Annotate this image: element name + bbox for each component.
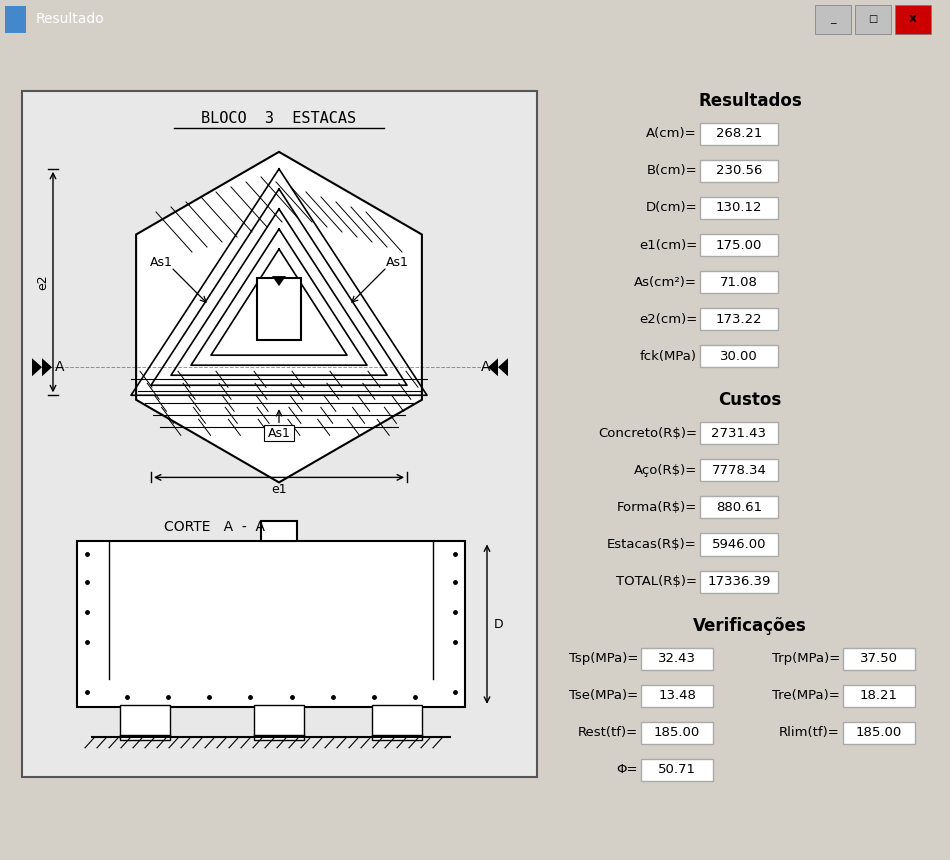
Bar (264, 426, 294, 441)
Bar (641, 759, 713, 781)
Text: Tse(MPa)=: Tse(MPa)= (569, 689, 638, 703)
Polygon shape (32, 359, 42, 376)
Bar (641, 685, 713, 707)
Bar (257, 278, 301, 341)
Bar (372, 704, 422, 740)
Text: 130.12: 130.12 (715, 201, 762, 214)
Bar (261, 521, 297, 542)
Bar (5, 6, 26, 33)
Polygon shape (488, 359, 498, 376)
Text: Rest(tf)=: Rest(tf)= (578, 727, 638, 740)
Text: 880.61: 880.61 (716, 501, 762, 514)
Text: 7778.34: 7778.34 (712, 464, 767, 477)
Text: fck(MPa): fck(MPa) (640, 350, 697, 363)
Text: Trp(MPa)=: Trp(MPa)= (771, 652, 840, 665)
Text: CORTE   A  -  A: CORTE A - A (164, 520, 265, 534)
Text: Aço(R$)=: Aço(R$)= (634, 464, 697, 477)
Text: Estacas(R$)=: Estacas(R$)= (607, 538, 697, 551)
Bar (641, 648, 713, 670)
Bar (895, 4, 931, 34)
Text: e1: e1 (271, 483, 287, 496)
Text: 71.08: 71.08 (720, 275, 758, 289)
Text: BLOCO  3  ESTACAS: BLOCO 3 ESTACAS (201, 111, 356, 126)
Text: 5946.00: 5946.00 (712, 538, 767, 551)
Text: A(cm)=: A(cm)= (646, 127, 697, 140)
Text: 230.56: 230.56 (715, 164, 762, 177)
Text: As(cm²)=: As(cm²)= (635, 275, 697, 289)
Text: 17336.39: 17336.39 (708, 575, 770, 588)
Text: □: □ (868, 14, 878, 23)
Text: 185.00: 185.00 (856, 727, 902, 740)
Polygon shape (272, 276, 286, 286)
Text: 37.50: 37.50 (860, 652, 898, 665)
Bar (700, 160, 778, 182)
Text: Tsp(MPa)=: Tsp(MPa)= (569, 652, 638, 665)
Text: B(cm)=: B(cm)= (646, 164, 697, 177)
Bar (855, 4, 891, 34)
Bar (641, 722, 713, 744)
Text: 13.48: 13.48 (658, 689, 696, 703)
Text: Custos: Custos (718, 391, 782, 409)
Bar (77, 542, 465, 707)
Text: e2(cm)=: e2(cm)= (638, 313, 697, 326)
Text: e1(cm)=: e1(cm)= (638, 238, 697, 251)
Bar (700, 533, 778, 556)
Text: D: D (494, 617, 504, 630)
Text: Resultado: Resultado (36, 12, 104, 27)
Text: A: A (55, 360, 65, 374)
Bar (120, 704, 170, 740)
Text: 30.00: 30.00 (720, 350, 758, 363)
Polygon shape (498, 359, 508, 376)
Text: Verificações: Verificações (694, 617, 807, 635)
Text: 50.71: 50.71 (658, 764, 696, 777)
Text: 268.21: 268.21 (715, 127, 762, 140)
Text: D(cm)=: D(cm)= (645, 201, 697, 214)
Bar (700, 197, 778, 219)
Text: 175.00: 175.00 (715, 238, 762, 251)
Bar (254, 704, 304, 740)
Bar (815, 4, 851, 34)
Text: Resultados: Resultados (698, 92, 802, 110)
Bar (700, 308, 778, 330)
Bar (843, 648, 915, 670)
Text: A: A (481, 360, 490, 374)
Polygon shape (42, 359, 52, 376)
Text: 18.21: 18.21 (860, 689, 898, 703)
Polygon shape (136, 152, 422, 482)
Text: As1: As1 (386, 255, 408, 268)
Bar (700, 422, 778, 445)
Text: As1: As1 (268, 427, 291, 439)
Bar (700, 496, 778, 519)
Bar (700, 345, 778, 367)
Bar (700, 570, 778, 593)
Bar (700, 459, 778, 482)
Text: Forma(R$)=: Forma(R$)= (617, 501, 697, 514)
Text: As1: As1 (149, 255, 173, 268)
Text: 2731.43: 2731.43 (712, 427, 767, 439)
Bar (843, 722, 915, 744)
Bar (700, 271, 778, 293)
Bar (22, 91, 537, 777)
Text: 32.43: 32.43 (658, 652, 696, 665)
Text: Tre(MPa)=: Tre(MPa)= (772, 689, 840, 703)
Text: 185.00: 185.00 (654, 727, 700, 740)
Bar (843, 685, 915, 707)
Bar (700, 123, 778, 144)
Text: Concreto(R$)=: Concreto(R$)= (598, 427, 697, 439)
Text: e2: e2 (36, 274, 49, 290)
Bar (700, 234, 778, 256)
Text: Rlim(tf)=: Rlim(tf)= (779, 727, 840, 740)
Text: 173.22: 173.22 (715, 313, 762, 326)
Text: _: _ (830, 14, 836, 23)
Text: TOTAL(R$)=: TOTAL(R$)= (616, 575, 697, 588)
Text: x: x (909, 12, 917, 25)
Text: Φ=: Φ= (617, 764, 638, 777)
